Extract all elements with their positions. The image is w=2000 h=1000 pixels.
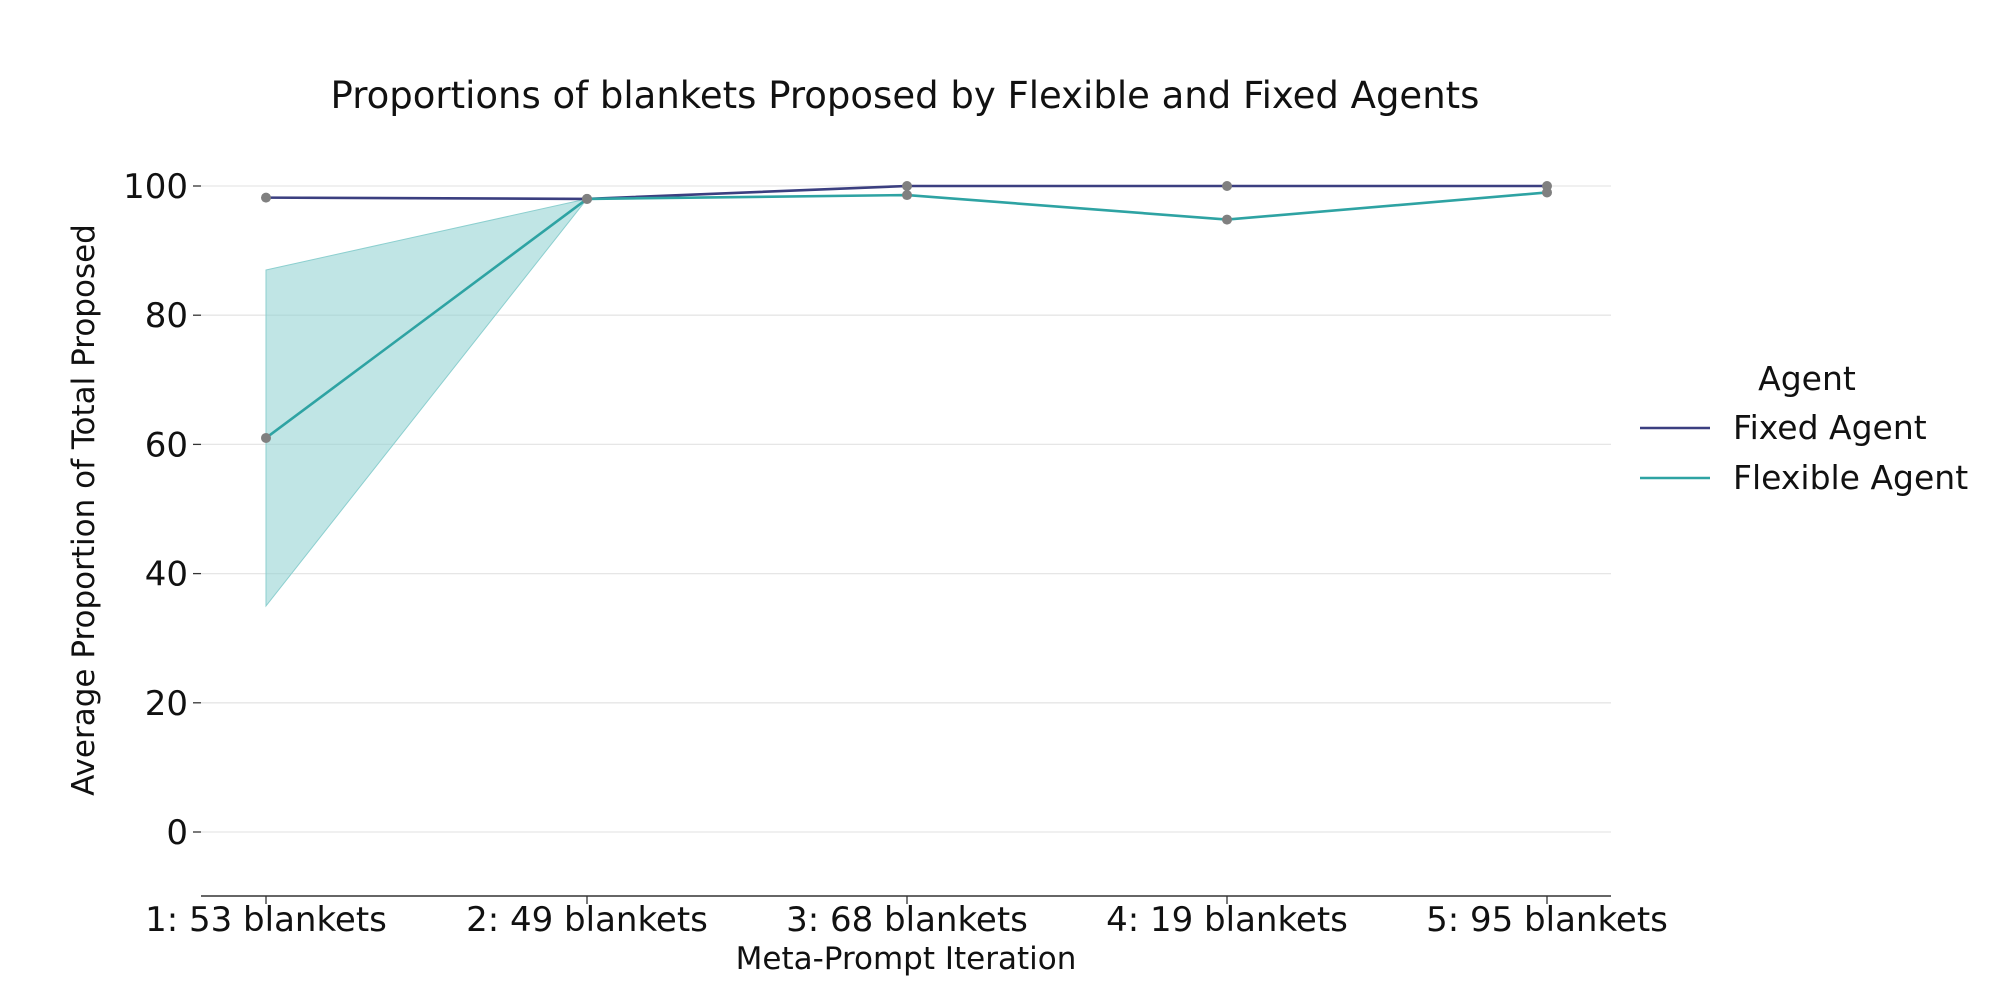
x-tick-label: 5: 95 blankets (1426, 900, 1668, 940)
y-tick-label: 40 (145, 555, 188, 595)
x-tick-label: 2: 49 blankets (466, 900, 708, 940)
flexible-agent-point (1222, 214, 1232, 225)
chart-title: Proportions of blankets Proposed by Flex… (331, 74, 1480, 117)
x-tick-label: 3: 68 blankets (786, 900, 1028, 940)
y-tick-label: 0 (166, 813, 188, 853)
legend: Agent Fixed Agent Flexible Agent (1640, 359, 1968, 497)
y-tick-label: 100 (123, 167, 188, 207)
flexible-agent-point (1542, 187, 1552, 198)
y-tick-label: 80 (145, 296, 188, 336)
fixed-agent-point (902, 181, 912, 191)
y-tick-label: 60 (145, 425, 188, 465)
y-axis: 0 20 40 60 80 100 (123, 167, 201, 853)
x-tick-label: 4: 19 blankets (1106, 900, 1348, 940)
x-axis: 1: 53 blankets 2: 49 blankets 3: 68 blanke… (145, 895, 1668, 940)
data-markers (261, 181, 1552, 443)
x-axis-label: Meta-Prompt Iteration (736, 941, 1077, 977)
fixed-agent-point (1222, 181, 1232, 191)
x-tick-label: 1: 53 blankets (145, 900, 387, 940)
y-axis-label: Average Proportion of Total Proposed (66, 224, 102, 796)
flexible-agent-point (902, 190, 912, 201)
legend-label-fixed-agent: Fixed Agent (1733, 408, 1927, 447)
y-tick-label: 20 (145, 684, 188, 724)
flexible-agent-point (261, 432, 271, 443)
legend-title: Agent (1758, 359, 1856, 398)
flexible-agent-point (582, 193, 592, 204)
confidence-bands (265, 191, 1548, 608)
fixed-agent-point (261, 192, 271, 203)
legend-label-flexible-agent: Flexible Agent (1733, 458, 1968, 497)
flexible-agent-confidence-band (265, 191, 1548, 608)
legend-items: Fixed Agent Flexible Agent (1640, 408, 1968, 497)
